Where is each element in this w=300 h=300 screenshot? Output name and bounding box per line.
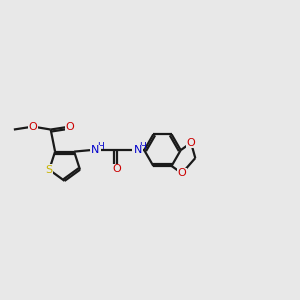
Text: S: S [46,165,53,175]
Text: O: O [112,164,121,174]
Text: O: O [65,122,74,132]
Text: N: N [91,145,100,155]
Text: O: O [187,138,195,148]
Text: H: H [139,142,146,151]
Text: N: N [134,145,142,155]
Text: O: O [178,168,186,178]
Text: H: H [97,142,104,151]
Text: O: O [28,122,38,132]
